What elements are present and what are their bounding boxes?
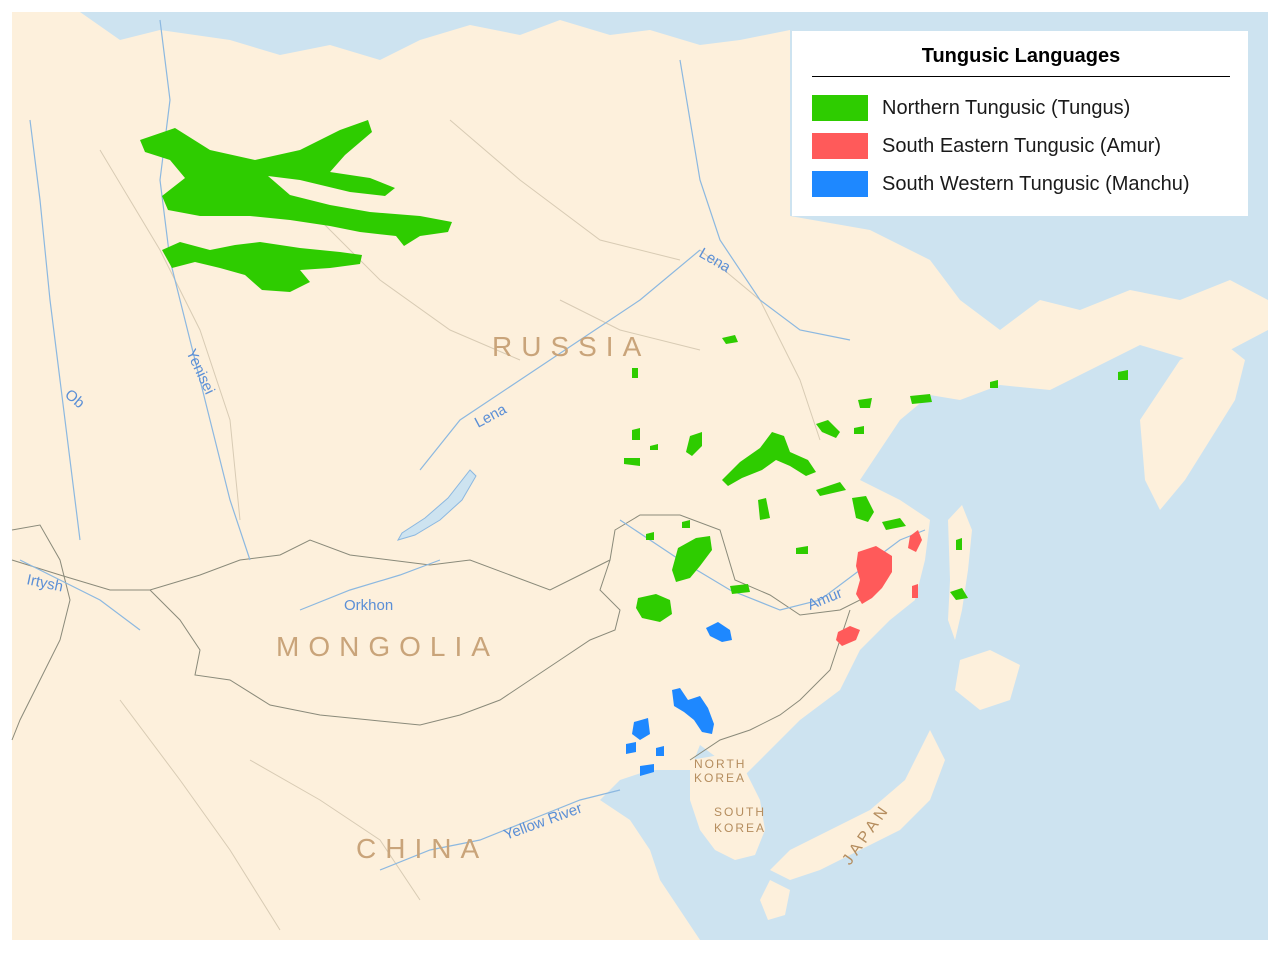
south-western-area-blob2 xyxy=(632,718,650,740)
northern-area-blob18 xyxy=(646,532,654,540)
northern-area-taimyr xyxy=(140,120,452,246)
river-orkhon xyxy=(299,559,441,611)
south-western-tungusic-areas xyxy=(626,622,732,776)
legend: Tungusic Languages Northern Tungusic (Tu… xyxy=(792,31,1248,216)
river-lena-north xyxy=(679,59,851,341)
japan-honshu xyxy=(770,730,945,880)
legend-divider xyxy=(812,76,1230,77)
northern-area-blob21 xyxy=(730,584,750,594)
country-label-south-korea-2: KOREA xyxy=(714,821,766,835)
kamchatka xyxy=(1140,340,1245,510)
country-label-north-korea-1: NORTH xyxy=(694,757,746,771)
northern-area-blob10 xyxy=(910,394,932,404)
northern-area-blob20 xyxy=(796,546,808,554)
northern-area-blob23 xyxy=(956,538,962,550)
northern-area-blob9 xyxy=(854,426,864,434)
south-western-area-blob5 xyxy=(640,764,654,776)
country-label-south-korea-1: SOUTH xyxy=(714,805,766,819)
country-label-china: CHINA xyxy=(356,833,488,864)
sakhalin xyxy=(948,505,972,640)
country-label-mongolia: MONGOLIA xyxy=(276,631,499,662)
legend-swatch-south-western xyxy=(812,171,868,197)
northern-area-lower xyxy=(162,242,362,292)
japan-kyushu xyxy=(760,880,790,920)
river-label-orkhon: Orkhon xyxy=(344,597,393,614)
northern-area-blob1 xyxy=(722,335,738,344)
japan-hokkaido xyxy=(955,650,1020,710)
northern-area-blob3 xyxy=(632,428,640,440)
china-west-border xyxy=(11,524,71,741)
legend-label-south-eastern: South Eastern Tungusic (Amur) xyxy=(882,134,1162,157)
legend-label-south-western: South Western Tungusic (Manchu) xyxy=(882,172,1190,195)
south-western-area-manchuria xyxy=(672,688,714,734)
northern-area-blob7 xyxy=(816,420,840,438)
northern-area-blob4 xyxy=(650,444,658,450)
country-label-russia: RUSSIA xyxy=(492,331,650,362)
south-eastern-area-amur xyxy=(856,546,892,604)
northern-area-blob2 xyxy=(632,368,638,378)
legend-item-northern: Northern Tungusic (Tungus) xyxy=(812,89,1230,127)
south-western-area-blob4 xyxy=(656,746,664,756)
legend-item-south-eastern: South Eastern Tungusic (Amur) xyxy=(812,127,1230,165)
legend-label-northern: Northern Tungusic (Tungus) xyxy=(882,96,1131,119)
mainland xyxy=(12,12,1268,940)
northern-area-main-east xyxy=(722,432,816,486)
northern-area-blob22 xyxy=(636,594,672,622)
northern-area-blob11 xyxy=(990,380,998,388)
northern-area-blob17 xyxy=(682,520,690,528)
northern-area-blob8 xyxy=(858,398,872,408)
northern-area-blob6 xyxy=(686,432,702,456)
northern-area-blob12 xyxy=(1118,370,1128,380)
northern-area-blob16 xyxy=(882,518,906,530)
river-yellow xyxy=(379,789,621,871)
legend-item-south-western: South Western Tungusic (Manchu) xyxy=(812,165,1230,203)
lake-baikal xyxy=(396,469,477,541)
river-ob xyxy=(29,119,81,541)
south-eastern-area-south xyxy=(836,626,860,646)
china-korea-border xyxy=(689,609,851,761)
south-western-area-blob3 xyxy=(626,742,636,754)
northern-area-blob24 xyxy=(950,588,968,600)
northern-area-blob5 xyxy=(624,458,640,466)
northern-tungusic-areas xyxy=(140,120,1128,622)
legend-swatch-northern xyxy=(812,95,868,121)
northern-area-blob14 xyxy=(758,498,770,520)
south-eastern-tungusic-areas xyxy=(836,530,922,646)
south-western-area-blob1 xyxy=(706,622,732,642)
northern-area-blob13 xyxy=(816,482,846,496)
legend-title: Tungusic Languages xyxy=(921,45,1121,67)
river-irtysh xyxy=(19,559,141,631)
northern-area-blob15 xyxy=(852,496,874,522)
country-label-north-korea-2: KOREA xyxy=(694,771,746,785)
russia-mongolia-border xyxy=(11,514,881,616)
korea-peninsula xyxy=(690,755,765,860)
region-lines xyxy=(99,119,821,931)
northern-area-blob19 xyxy=(672,536,712,582)
river-lena-south xyxy=(419,249,701,471)
mongolia-china-border xyxy=(149,559,621,726)
legend-swatch-south-eastern xyxy=(812,133,868,159)
south-eastern-area-north xyxy=(908,530,922,552)
south-eastern-area-coast xyxy=(912,584,918,598)
river-yenisei xyxy=(159,19,251,561)
